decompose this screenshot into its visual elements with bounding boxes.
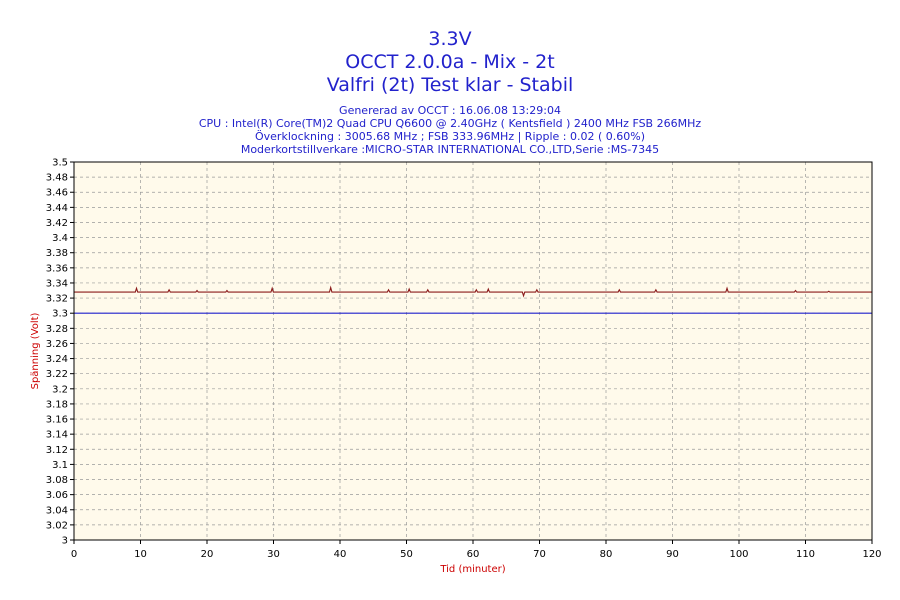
x-tick-label: 110 — [796, 549, 815, 560]
x-tick-label: 70 — [533, 549, 546, 560]
x-tick-label: 50 — [400, 549, 413, 560]
y-tick-label: 3 — [62, 536, 68, 547]
y-tick-label: 3.3 — [52, 309, 68, 320]
y-tick-label: 3.42 — [46, 218, 68, 229]
y-tick-label: 3.38 — [46, 248, 68, 259]
y-tick-label: 3.16 — [46, 415, 68, 426]
x-tick-label: 80 — [600, 549, 613, 560]
y-axis-label: Spänning (Volt) — [30, 312, 41, 389]
info-motherboard: Moderkortstillverkare :MICRO-STAR INTERN… — [240, 143, 660, 156]
y-tick-label: 3.4 — [52, 233, 68, 244]
y-tick-label: 3.5 — [52, 158, 68, 169]
y-tick-label: 3.44 — [46, 203, 68, 214]
chart-subtitle-test: OCCT 2.0.0a - Mix - 2t — [345, 51, 555, 73]
y-tick-label: 3.18 — [46, 399, 68, 410]
y-tick-label: 3.04 — [46, 505, 68, 516]
y-tick-label: 3.36 — [46, 263, 68, 274]
y-tick-label: 3.26 — [46, 339, 68, 350]
chart-subtitle-status: Valfri (2t) Test klar - Stabil — [326, 74, 574, 96]
y-tick-label: 3.28 — [46, 324, 68, 335]
info-generated: Genererad av OCCT : 16.06.08 13:29:04 — [339, 104, 561, 117]
chart-title: 3.3V — [428, 28, 472, 50]
x-tick-label: 60 — [467, 549, 480, 560]
y-tick-label: 3.2 — [52, 384, 68, 395]
y-tick-label: 3.06 — [46, 490, 68, 501]
info-cpu: CPU : Intel(R) Core(TM)2 Quad CPU Q6600 … — [198, 117, 702, 130]
x-axis-label: Tid (minuter) — [439, 564, 505, 575]
y-tick-label: 3.22 — [46, 369, 68, 380]
y-tick-label: 3.34 — [46, 278, 68, 289]
y-tick-label: 3.48 — [46, 173, 68, 184]
y-tick-label: 3.14 — [46, 430, 68, 441]
y-tick-label: 3.02 — [46, 520, 68, 531]
x-tick-label: 120 — [862, 549, 881, 560]
x-tick-label: 40 — [334, 549, 347, 560]
x-tick-label: 90 — [666, 549, 679, 560]
voltage-series-line — [74, 285, 872, 298]
info-overclock: Överklockning : 3005.68 MHz ; FSB 333.96… — [254, 130, 646, 143]
x-tick-label: 10 — [134, 549, 147, 560]
x-tick-label: 30 — [267, 549, 280, 560]
y-tick-label: 3.12 — [46, 445, 68, 456]
x-tick-label: 100 — [729, 549, 748, 560]
y-tick-label: 3.46 — [46, 188, 68, 199]
x-tick-label: 0 — [71, 549, 77, 560]
y-tick-label: 3.1 — [52, 460, 68, 471]
y-tick-label: 3.32 — [46, 294, 68, 305]
x-tick-label: 20 — [201, 549, 214, 560]
y-tick-label: 3.08 — [46, 475, 68, 486]
tick-layer: 3 3.02 3.04 3.06 3.08 3.1 3.12 3.14 3.16 3.18 3.2 3… — [46, 158, 882, 561]
y-tick-label: 3.24 — [46, 354, 68, 365]
series-layer — [74, 285, 872, 314]
